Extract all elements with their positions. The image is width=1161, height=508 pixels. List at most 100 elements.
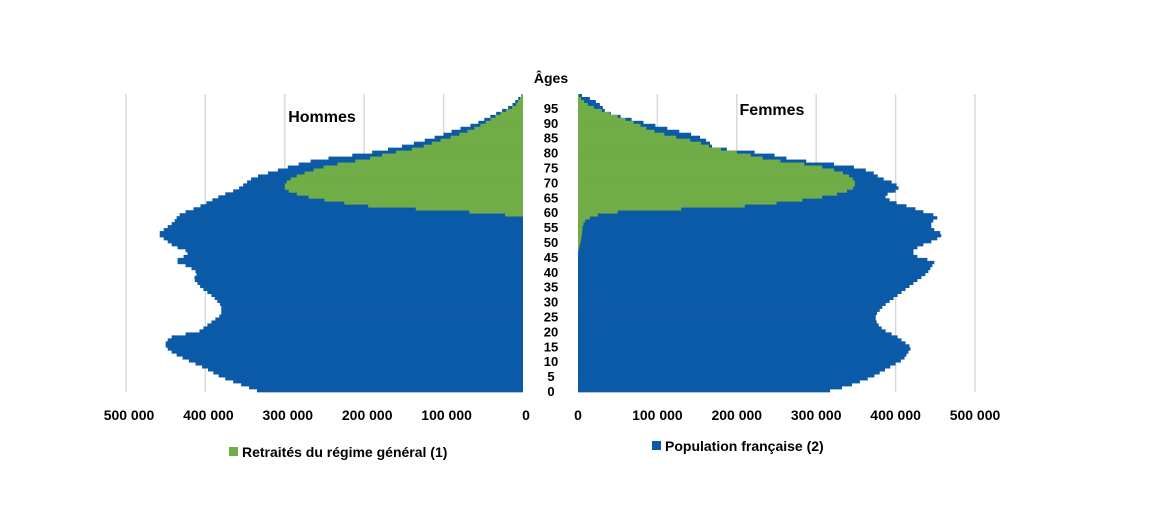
- bar-population-hommes: [211, 320, 523, 323]
- bar-retraites-femmes: [578, 109, 602, 112]
- bar-population-femmes: [578, 234, 941, 237]
- bar-population-hommes: [194, 276, 523, 279]
- bar-retraites-hommes: [305, 171, 523, 174]
- bar-population-femmes: [578, 300, 890, 303]
- bar-retraites-hommes: [370, 157, 523, 160]
- bar-retraites-hommes: [495, 115, 523, 118]
- bar-retraites-femmes: [578, 169, 834, 172]
- bar-population-hommes: [168, 240, 523, 243]
- bar-population-hommes: [184, 255, 523, 258]
- bar-population-hommes: [199, 329, 523, 332]
- bar-population-hommes: [220, 303, 523, 306]
- age-tick-label: 25: [544, 310, 558, 325]
- bar-population-femmes: [578, 210, 923, 213]
- bar-retraites-hommes: [512, 106, 523, 109]
- bar-retraites-hommes: [314, 169, 523, 172]
- bar-population-femmes: [578, 326, 882, 329]
- bar-retraites-hommes: [505, 213, 523, 216]
- bar-retraites-hommes: [337, 163, 523, 166]
- bar-population-hommes: [221, 306, 523, 309]
- bar-retraites-hommes: [520, 97, 523, 100]
- bar-retraites-hommes: [287, 180, 523, 183]
- bar-population-hommes: [172, 335, 523, 338]
- bar-retraites-femmes: [578, 139, 690, 142]
- bar-retraites-femmes: [578, 118, 626, 121]
- bar-population-hommes: [189, 359, 523, 362]
- bar-population-femmes: [578, 320, 877, 323]
- legend-swatch-population: [652, 441, 661, 450]
- bar-retraites-femmes: [578, 133, 664, 136]
- age-tick-label: 15: [544, 339, 558, 354]
- x-tick-label-left: 300 000: [262, 407, 313, 423]
- bar-retraites-hommes: [297, 174, 523, 177]
- bar-population-femmes: [578, 255, 917, 258]
- bar-population-femmes: [578, 273, 925, 276]
- bar-population-femmes: [578, 243, 923, 246]
- bar-retraites-femmes: [578, 195, 822, 198]
- bar-population-hommes: [195, 279, 523, 282]
- bar-population-hommes: [178, 246, 523, 249]
- bar-population-hommes: [215, 297, 523, 300]
- bar-retraites-femmes: [578, 166, 822, 169]
- age-tick-label: 45: [544, 250, 558, 265]
- bar-population-hommes: [175, 219, 523, 222]
- bar-population-femmes: [578, 365, 890, 368]
- bar-retraites-hommes: [490, 118, 523, 121]
- bar-retraites-femmes: [578, 219, 585, 222]
- bar-population-femmes: [578, 228, 934, 231]
- bar-population-femmes: [578, 380, 860, 383]
- bar-retraites-hommes: [289, 189, 523, 192]
- bar-retraites-hommes: [480, 124, 523, 127]
- bar-retraites-hommes: [324, 166, 523, 169]
- bar-retraites-femmes: [578, 154, 751, 157]
- bar-retraites-femmes: [578, 106, 594, 109]
- bar-retraites-femmes: [578, 142, 701, 145]
- bar-population-hommes: [192, 267, 523, 270]
- bar-retraites-hommes: [474, 127, 523, 130]
- age-tick-label: 75: [544, 161, 558, 176]
- bar-population-femmes: [578, 219, 933, 222]
- bar-retraites-femmes: [578, 151, 737, 154]
- bar-retraites-hommes: [382, 154, 523, 157]
- legend-label-retraites: Retraités du régime général (1): [242, 444, 447, 460]
- age-tick-label: 85: [544, 131, 558, 146]
- bar-population-hommes: [166, 344, 523, 347]
- bar-retraites-femmes: [578, 163, 804, 166]
- bar-retraites-femmes: [578, 145, 709, 148]
- bar-population-hommes: [196, 273, 523, 276]
- bar-population-hommes: [186, 332, 523, 335]
- bar-retraites-femmes: [578, 186, 853, 189]
- bar-population-hommes: [180, 213, 523, 216]
- bar-population-femmes: [578, 249, 913, 252]
- age-tick-label: 40: [544, 265, 558, 280]
- bar-retraites-femmes: [578, 171, 843, 174]
- bar-retraites-femmes: [578, 222, 584, 225]
- bar-population-femmes: [578, 267, 930, 270]
- bar-retraites-hommes: [469, 210, 523, 213]
- bar-retraites-hommes: [355, 160, 523, 163]
- bar-population-hommes: [217, 300, 523, 303]
- bar-retraites-femmes: [578, 177, 853, 180]
- bar-retraites-hommes: [516, 103, 523, 106]
- y-axis-label: Âges: [534, 69, 568, 86]
- bar-population-hommes: [164, 228, 523, 231]
- bar-retraites-femmes: [578, 243, 580, 246]
- bar-population-hommes: [188, 252, 523, 255]
- bar-retraites-femmes: [578, 100, 584, 103]
- bar-population-femmes: [578, 329, 886, 332]
- bar-population-hommes: [168, 225, 523, 228]
- bar-population-hommes: [172, 243, 523, 246]
- bar-population-hommes: [213, 371, 523, 374]
- panel-title-hommes: Hommes: [288, 109, 356, 126]
- bar-retraites-femmes: [578, 115, 618, 118]
- bar-population-femmes: [578, 291, 902, 294]
- bar-retraites-femmes: [578, 213, 598, 216]
- age-tick-label: 90: [544, 116, 558, 131]
- bar-retraites-femmes: [578, 234, 582, 237]
- bar-population-femmes: [578, 368, 885, 371]
- bar-retraites-hommes: [285, 186, 523, 189]
- age-tick-label: 50: [544, 235, 558, 250]
- bar-retraites-hommes: [412, 148, 523, 151]
- bar-retraites-femmes: [578, 216, 590, 219]
